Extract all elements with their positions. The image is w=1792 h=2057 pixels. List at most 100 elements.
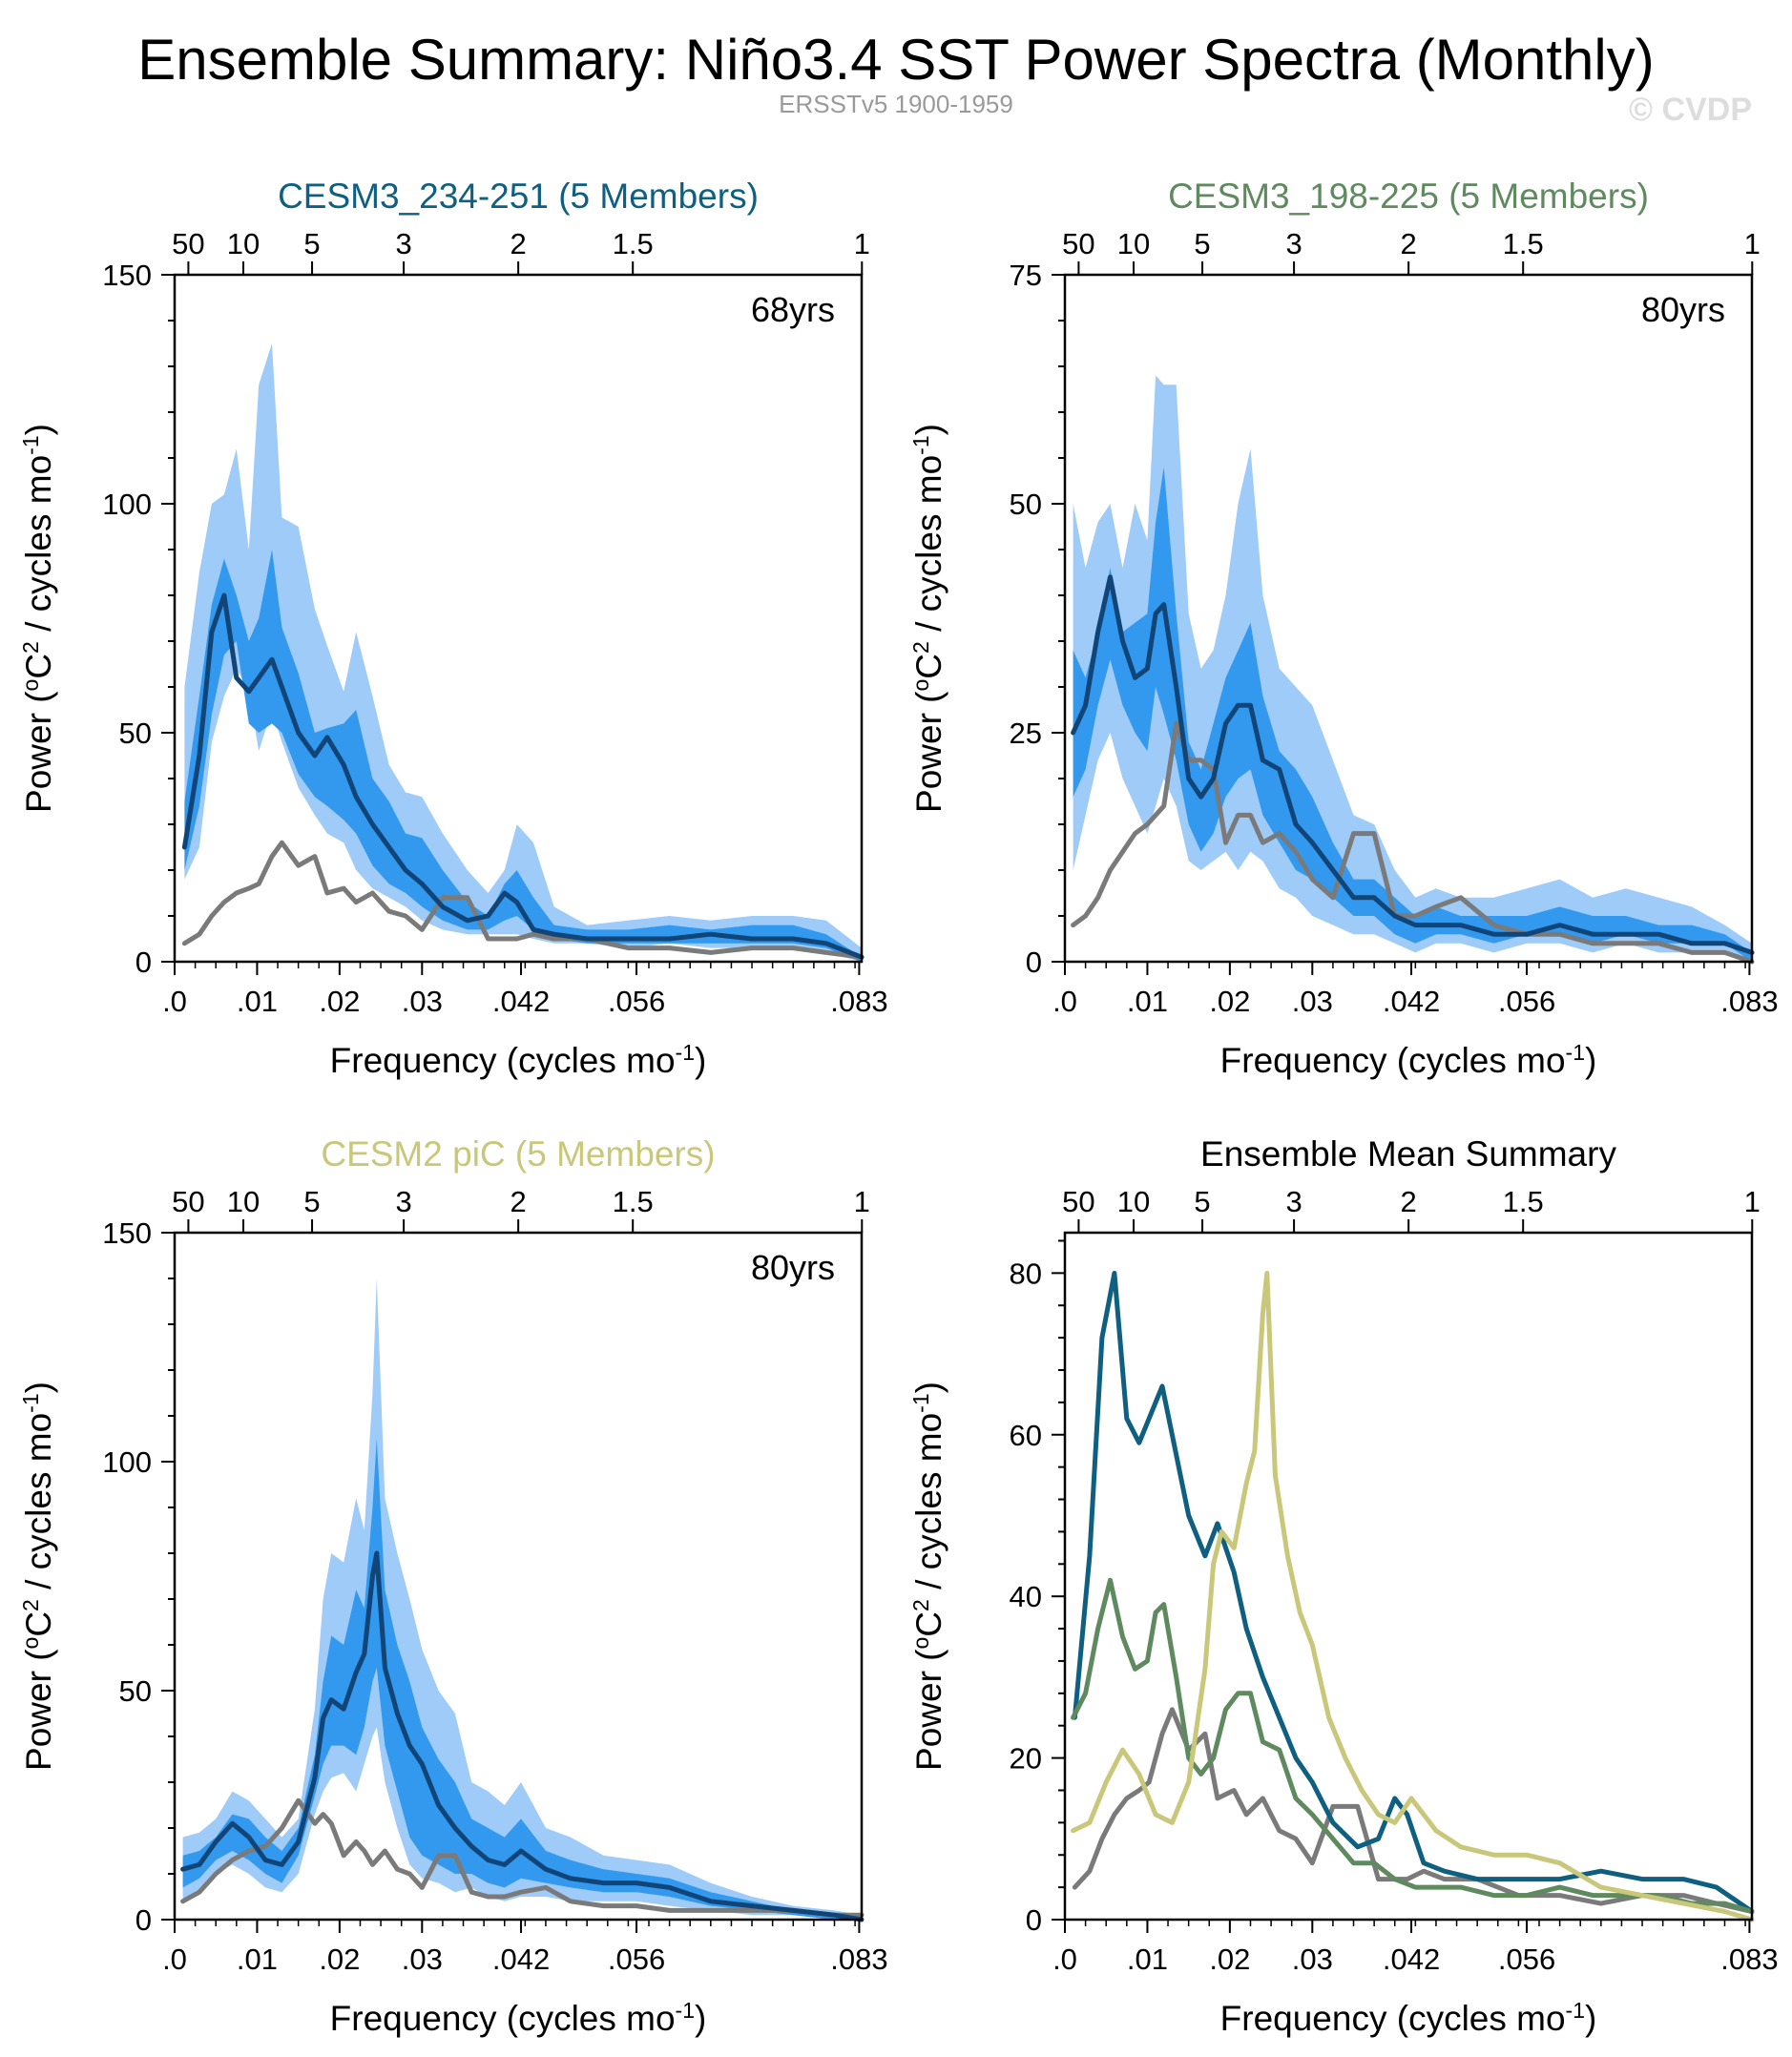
series-line-observed bbox=[1071, 720, 1755, 965]
page-title: Ensemble Summary: Niño3.4 SST Power Spec… bbox=[137, 28, 1655, 92]
x-tick-label: .042 bbox=[492, 985, 550, 1018]
y-tick-label: 50 bbox=[1010, 488, 1042, 521]
top-tick-label: 1 bbox=[854, 227, 870, 260]
top-tick-label: 2 bbox=[1401, 227, 1417, 260]
y-tick-label: 50 bbox=[119, 717, 152, 750]
x-tick-label: .01 bbox=[237, 1943, 278, 1976]
x-tick-label: .0 bbox=[1052, 985, 1077, 1018]
chart-panel-2: 0 25 50 75 .0 .01 .02 .03 .042 .056 .083 50 10 5 3 2 1.5… bbox=[908, 177, 1779, 1080]
x-tick-label: .03 bbox=[1292, 1943, 1333, 1976]
spread-band-inner bbox=[182, 1439, 863, 1920]
x-tick-label: .056 bbox=[1498, 985, 1555, 1018]
top-tick-label: 3 bbox=[395, 1185, 411, 1218]
top-tick-label: 5 bbox=[303, 1185, 320, 1218]
chart-panel-1: 0 50 100 150 .0 .01 .02 .03 .042 .056 .083 50 10 5 3 2 1… bbox=[18, 177, 888, 1080]
copyright-mark: © CVDP bbox=[1629, 92, 1752, 128]
spread-band-inner bbox=[184, 550, 862, 962]
top-tick-label: 50 bbox=[1062, 1185, 1094, 1218]
y-axis-label: Power (oC2 / cycles mo-1) bbox=[908, 424, 948, 813]
top-tick-label: 50 bbox=[1062, 227, 1094, 260]
y-tick-label: 0 bbox=[1026, 1903, 1042, 1937]
top-tick-label: 3 bbox=[1285, 1185, 1302, 1218]
y-tick-label: 0 bbox=[135, 1903, 152, 1937]
top-tick-label: 10 bbox=[1117, 227, 1150, 260]
x-tick-label: .042 bbox=[1383, 985, 1440, 1018]
x-tick-label: .01 bbox=[1127, 1943, 1168, 1976]
y-tick-label: 100 bbox=[102, 488, 152, 521]
x-tick-label: .056 bbox=[608, 985, 665, 1018]
top-tick-label: 2 bbox=[511, 227, 527, 260]
record-length-label: 80yrs bbox=[751, 1248, 835, 1287]
top-tick-label: 1.5 bbox=[613, 227, 654, 260]
top-tick-label: 1 bbox=[854, 1185, 870, 1218]
top-tick-label: 1.5 bbox=[1503, 1185, 1544, 1218]
top-tick-label: 50 bbox=[172, 227, 204, 260]
series-line-observed bbox=[181, 840, 865, 960]
chart-title: CESM3_234-251 (5 Members) bbox=[278, 177, 759, 216]
y-tick-label: 50 bbox=[119, 1674, 152, 1708]
x-tick-label: .03 bbox=[402, 1943, 443, 1976]
x-tick-label: .0 bbox=[162, 985, 187, 1018]
x-tick-label: .0 bbox=[1052, 1943, 1077, 1976]
spread-band-outer bbox=[182, 1278, 863, 1920]
y-axis-label: Power (oC2 / cycles mo-1) bbox=[18, 424, 58, 813]
y-tick-label: 150 bbox=[102, 1216, 152, 1250]
top-tick-label: 50 bbox=[172, 1185, 204, 1218]
x-tick-label: .083 bbox=[1720, 985, 1778, 1018]
top-tick-label: 1.5 bbox=[613, 1185, 654, 1218]
y-tick-label: 150 bbox=[102, 259, 152, 292]
y-tick-label: 0 bbox=[1026, 945, 1042, 979]
top-tick-label: 10 bbox=[1117, 1185, 1150, 1218]
series-line-ensemble_mean bbox=[1071, 574, 1755, 955]
x-axis-label: Frequency (cycles mo-1) bbox=[1220, 1998, 1597, 2038]
x-tick-label: .083 bbox=[1720, 1943, 1778, 1976]
top-tick-label: 1.5 bbox=[1503, 227, 1544, 260]
y-tick-label: 0 bbox=[135, 945, 152, 979]
x-tick-label: .02 bbox=[1209, 1943, 1250, 1976]
top-tick-label: 3 bbox=[1285, 227, 1302, 260]
record-length-label: 68yrs bbox=[751, 290, 835, 329]
x-axis-label: Frequency (cycles mo-1) bbox=[1220, 1040, 1597, 1080]
y-axis-label: Power (oC2 / cycles mo-1) bbox=[18, 1382, 58, 1771]
y-tick-label: 75 bbox=[1010, 259, 1042, 292]
series-line-cesm3_234 bbox=[1072, 1270, 1755, 1914]
series-line-cesm3_198 bbox=[1071, 1577, 1755, 1914]
top-tick-label: 5 bbox=[1194, 227, 1210, 260]
chart-panel-3: 0 50 100 150 .0 .01 .02 .03 .042 .056 .083 50 10 5 3 2 1… bbox=[18, 1134, 888, 2038]
y-tick-label: 60 bbox=[1010, 1419, 1042, 1452]
x-tick-label: .01 bbox=[237, 985, 278, 1018]
x-axis-label: Frequency (cycles mo-1) bbox=[330, 1040, 707, 1080]
chart-title: CESM3_198-225 (5 Members) bbox=[1168, 177, 1649, 216]
chart-panel-4: 0 20 40 60 80 .0 .01 .02 .03 .042 .056 .083 50 10 5 3 2 1… bbox=[908, 1134, 1779, 2038]
x-tick-label: .02 bbox=[1209, 985, 1250, 1018]
top-tick-label: 3 bbox=[395, 227, 411, 260]
y-tick-label: 80 bbox=[1010, 1257, 1042, 1290]
series-line-ensemble_mean bbox=[180, 1550, 865, 1922]
x-axis-label: Frequency (cycles mo-1) bbox=[330, 1998, 707, 2038]
y-tick-label: 100 bbox=[102, 1445, 152, 1479]
top-tick-label: 2 bbox=[1401, 1185, 1417, 1218]
x-tick-label: .03 bbox=[402, 985, 443, 1018]
x-tick-label: .03 bbox=[1292, 985, 1333, 1018]
top-tick-label: 10 bbox=[227, 1185, 260, 1218]
x-tick-label: .083 bbox=[830, 985, 887, 1018]
x-tick-label: .056 bbox=[608, 1943, 665, 1976]
y-tick-label: 20 bbox=[1010, 1742, 1042, 1776]
y-tick-label: 25 bbox=[1010, 717, 1042, 750]
series-line-observed bbox=[180, 1797, 865, 1918]
top-tick-label: 5 bbox=[303, 227, 320, 260]
top-tick-label: 2 bbox=[511, 1185, 527, 1218]
x-tick-label: .056 bbox=[1498, 1943, 1555, 1976]
y-axis-label: Power (oC2 / cycles mo-1) bbox=[908, 1382, 948, 1771]
x-tick-label: .042 bbox=[1383, 1943, 1440, 1976]
page-subtitle: ERSSTv5 1900-1959 bbox=[779, 90, 1013, 118]
x-tick-label: .042 bbox=[492, 1943, 550, 1976]
top-tick-label: 5 bbox=[1194, 1185, 1210, 1218]
series-line-cesm2_pic bbox=[1071, 1270, 1755, 1922]
x-tick-label: .02 bbox=[319, 985, 360, 1018]
record-length-label: 80yrs bbox=[1641, 290, 1725, 329]
x-tick-label: .083 bbox=[830, 1943, 887, 1976]
chart-title: CESM2 piC (5 Members) bbox=[321, 1134, 715, 1174]
x-tick-label: .02 bbox=[319, 1943, 360, 1976]
